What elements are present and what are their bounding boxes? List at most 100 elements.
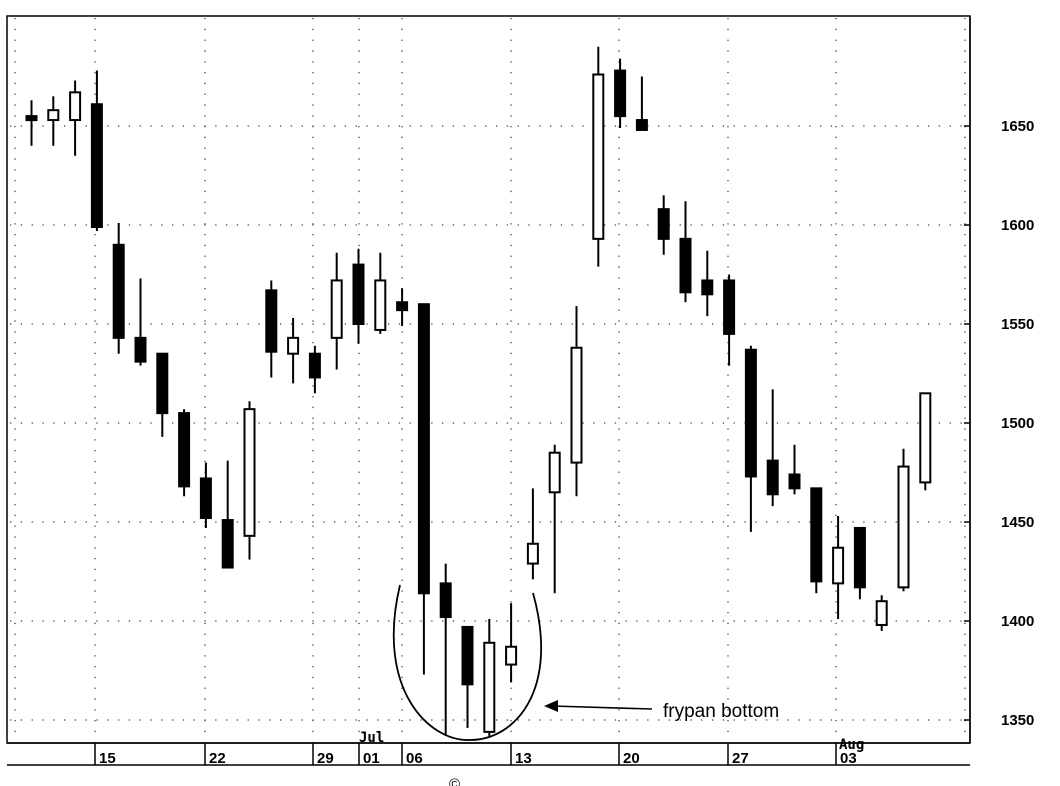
candle bbox=[461, 625, 474, 728]
candle-body bbox=[897, 465, 910, 589]
candle-body bbox=[287, 336, 300, 355]
candle bbox=[570, 306, 583, 497]
candle bbox=[614, 58, 627, 128]
frypan-bottom-curve bbox=[392, 584, 543, 741]
x-tick-label: 15 bbox=[99, 750, 116, 767]
x-tick-label: 03 bbox=[840, 750, 857, 767]
candle bbox=[308, 345, 321, 394]
candle bbox=[156, 352, 169, 437]
candle-body bbox=[221, 519, 234, 569]
x-tick-label: 01 bbox=[363, 750, 380, 767]
y-tick-label: 1650 bbox=[1001, 118, 1034, 135]
candle-body bbox=[330, 279, 343, 339]
candle bbox=[396, 288, 409, 326]
candle bbox=[919, 392, 932, 491]
annotation-arrow bbox=[551, 705, 653, 710]
candle-body bbox=[570, 346, 583, 464]
candle-body bbox=[766, 459, 779, 496]
candle bbox=[505, 603, 518, 683]
candle-body bbox=[178, 412, 191, 488]
candle-body bbox=[374, 279, 387, 331]
x-tick-label: 22 bbox=[209, 750, 226, 767]
candle bbox=[897, 448, 910, 592]
candle bbox=[47, 96, 60, 146]
candle bbox=[853, 526, 866, 600]
candle bbox=[635, 76, 648, 131]
candle bbox=[657, 195, 670, 255]
x-tick-label: 27 bbox=[732, 750, 749, 767]
candle bbox=[112, 223, 125, 354]
candle bbox=[548, 444, 561, 594]
candle bbox=[439, 563, 452, 736]
y-axis: 1650 1600 1550 1500 1450 1400 1350 bbox=[964, 118, 1034, 729]
candle bbox=[243, 401, 256, 560]
candle-body bbox=[396, 301, 409, 312]
candle bbox=[766, 389, 779, 507]
y-tick-label: 1550 bbox=[1001, 316, 1034, 333]
y-tick-label: 1450 bbox=[1001, 514, 1034, 531]
candle bbox=[221, 460, 234, 569]
candle-body bbox=[744, 348, 757, 478]
candle-body bbox=[679, 237, 692, 294]
candle-body bbox=[832, 546, 845, 585]
candle bbox=[352, 248, 365, 344]
candle bbox=[374, 252, 387, 334]
candle-body bbox=[853, 526, 866, 589]
y-tick-label: 1600 bbox=[1001, 217, 1034, 234]
x-tick-label: 20 bbox=[623, 750, 640, 767]
candle bbox=[69, 80, 82, 156]
candle-body bbox=[788, 473, 801, 490]
candle-body bbox=[919, 392, 932, 484]
candle bbox=[199, 462, 212, 528]
candle bbox=[701, 250, 714, 317]
candle-body bbox=[657, 208, 670, 240]
candle-body bbox=[439, 582, 452, 619]
candle-body bbox=[243, 408, 256, 537]
candle bbox=[788, 444, 801, 495]
candle-body bbox=[112, 243, 125, 339]
candle-body bbox=[701, 279, 714, 296]
candle-body bbox=[483, 641, 496, 733]
candle-body bbox=[723, 279, 736, 335]
candles bbox=[25, 46, 932, 736]
candle bbox=[679, 201, 692, 303]
candle bbox=[744, 345, 757, 532]
candle bbox=[287, 318, 300, 384]
candle-body bbox=[461, 625, 474, 686]
annotation-label: frypan bottom bbox=[663, 701, 779, 722]
candle-body bbox=[47, 109, 60, 122]
y-tick-label: 1400 bbox=[1001, 613, 1034, 630]
candle-body bbox=[156, 352, 169, 415]
candle bbox=[417, 303, 430, 675]
candle-body bbox=[69, 91, 82, 122]
candle-body bbox=[90, 103, 103, 228]
candle bbox=[526, 488, 539, 580]
candle bbox=[875, 595, 888, 631]
candle bbox=[330, 252, 343, 370]
candle bbox=[265, 280, 278, 378]
candle-body bbox=[526, 542, 539, 565]
candle-body bbox=[199, 477, 212, 520]
y-tick-label: 1500 bbox=[1001, 415, 1034, 432]
candle bbox=[483, 619, 496, 736]
candle bbox=[810, 487, 823, 594]
month-label-aug: Aug bbox=[839, 737, 864, 753]
x-tick-label: 29 bbox=[317, 750, 334, 767]
x-axis: 15 22 29 01 06 13 20 27 03 bbox=[94, 743, 857, 767]
candle bbox=[723, 274, 736, 366]
footer-copyright: © bbox=[449, 776, 460, 786]
candle-body bbox=[417, 303, 430, 595]
candle-body bbox=[505, 645, 518, 666]
candle-body bbox=[810, 487, 823, 583]
x-tick-label: 13 bbox=[515, 750, 532, 767]
candle bbox=[832, 516, 845, 620]
candle-body bbox=[308, 352, 321, 379]
candle bbox=[90, 70, 103, 231]
candle-body bbox=[875, 600, 888, 626]
candle bbox=[592, 46, 605, 267]
x-tick-label: 06 bbox=[406, 750, 423, 767]
annotation-arrowhead bbox=[544, 700, 558, 712]
candle-body bbox=[548, 451, 561, 494]
candle bbox=[134, 278, 147, 366]
